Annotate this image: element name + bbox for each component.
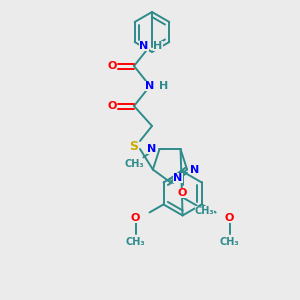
Text: N: N — [173, 173, 183, 183]
Text: O: O — [131, 213, 140, 224]
Text: CH₃: CH₃ — [126, 237, 145, 248]
Text: CH₃: CH₃ — [195, 206, 214, 216]
Text: H: H — [159, 81, 169, 91]
Text: O: O — [107, 61, 117, 71]
Text: S: S — [130, 140, 139, 152]
Text: CH₃: CH₃ — [124, 159, 144, 170]
Text: N: N — [147, 144, 156, 154]
Text: O: O — [225, 213, 234, 224]
Text: CH₃: CH₃ — [220, 237, 239, 248]
Text: O: O — [107, 101, 117, 111]
Text: N: N — [140, 41, 148, 51]
Text: N: N — [190, 165, 200, 175]
Text: O: O — [178, 188, 187, 198]
Text: N: N — [146, 81, 154, 91]
Text: H: H — [153, 41, 163, 51]
